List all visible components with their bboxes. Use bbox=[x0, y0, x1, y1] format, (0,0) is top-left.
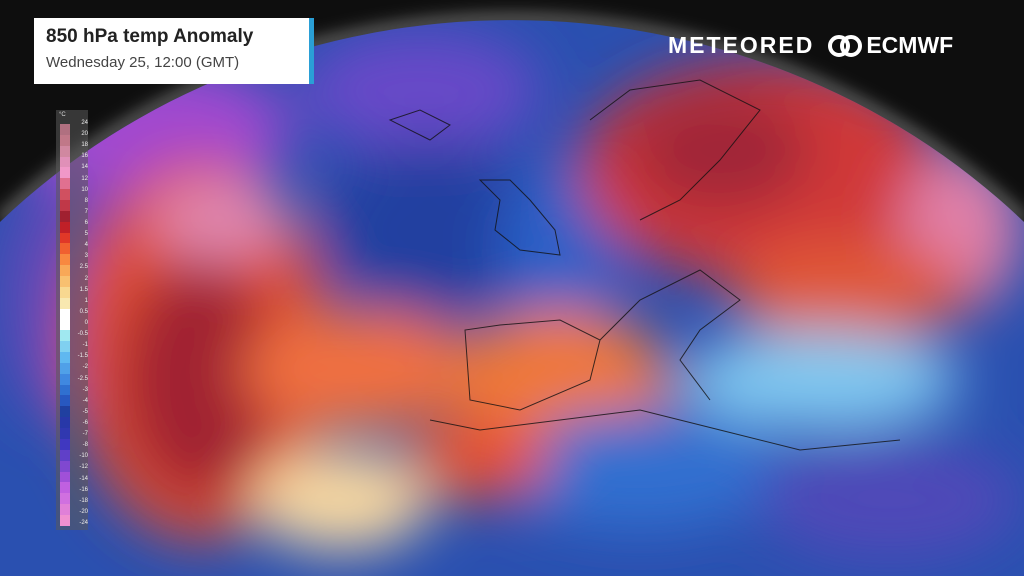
legend-label: 1.5 bbox=[79, 286, 88, 293]
ecmwf-logo: ECMWF bbox=[828, 32, 953, 59]
legend-swatch bbox=[60, 189, 70, 201]
legend-label: 3 bbox=[84, 253, 88, 260]
legend-swatch bbox=[60, 504, 70, 515]
legend-label: -7 bbox=[82, 431, 88, 438]
legend-label: -5 bbox=[82, 408, 88, 415]
ecmwf-text: ECMWF bbox=[866, 32, 954, 58]
legend-label: 18 bbox=[81, 142, 88, 149]
ecmwf-emblem-icon bbox=[828, 34, 863, 57]
legend-label: 24 bbox=[81, 120, 88, 126]
legend-swatch bbox=[60, 276, 70, 287]
legend-swatch bbox=[60, 308, 70, 320]
legend-label: 12 bbox=[81, 175, 88, 182]
legend-swatch bbox=[60, 210, 70, 222]
legend-swatch bbox=[60, 145, 70, 157]
legend-swatch bbox=[60, 232, 70, 244]
meteored-logo: METEORED bbox=[668, 32, 815, 58]
legend-swatch bbox=[60, 460, 70, 472]
legend-label: 10 bbox=[81, 186, 88, 193]
legend-label: -2 bbox=[82, 364, 88, 371]
legend-swatch bbox=[60, 124, 70, 135]
legend-label: -1 bbox=[82, 342, 88, 349]
legend-label: 7 bbox=[84, 208, 88, 215]
legend-label: 2 bbox=[84, 275, 88, 282]
legend-label: 20 bbox=[81, 131, 88, 138]
legend-swatch bbox=[60, 395, 70, 407]
legend-swatch bbox=[60, 319, 70, 331]
legend-label: 4 bbox=[84, 242, 88, 249]
legend-label: 14 bbox=[81, 164, 88, 171]
color-legend: °C 24 20 18 16 14 12 10 8 7 6 5 4 3 2.5 2 1.5 1 0.5 0 -0.5 -… bbox=[56, 110, 88, 530]
legend-unit: °C bbox=[59, 112, 66, 118]
legend-label: 16 bbox=[81, 153, 88, 160]
legend-swatch bbox=[60, 200, 70, 211]
legend-swatch bbox=[60, 286, 70, 298]
legend-color-bar bbox=[60, 124, 70, 526]
legend-label: -10 bbox=[79, 453, 88, 460]
legend-label: -3 bbox=[82, 386, 88, 393]
legend-labels: 24 20 18 16 14 12 10 8 7 6 5 4 3 2.5 2 1.5 1 0.5 0 -0.5 -1 -1… bbox=[72, 120, 88, 526]
legend-swatch bbox=[60, 406, 70, 418]
title-box: 850 hPa temp Anomaly Wednesday 25, 12:00… bbox=[34, 18, 314, 84]
legend-swatch bbox=[60, 243, 70, 255]
legend-label: 2.5 bbox=[79, 264, 88, 271]
legend-label: 8 bbox=[84, 197, 88, 204]
legend-swatch bbox=[60, 384, 70, 396]
legend-swatch bbox=[60, 428, 70, 439]
legend-label: -16 bbox=[79, 486, 88, 493]
legend-swatch bbox=[60, 471, 70, 483]
legend-swatch bbox=[60, 449, 70, 461]
legend-label: -20 bbox=[79, 508, 88, 515]
legend-swatch bbox=[60, 417, 70, 429]
legend-swatch bbox=[60, 167, 70, 179]
legend-swatch bbox=[60, 254, 70, 266]
legend-swatch bbox=[60, 373, 70, 385]
legend-label: 5 bbox=[84, 231, 88, 238]
legend-label: -6 bbox=[82, 419, 88, 426]
legend-label: -2.5 bbox=[77, 375, 88, 382]
legend-swatch bbox=[60, 265, 70, 277]
map-title: 850 hPa temp Anomaly bbox=[46, 26, 254, 47]
legend-swatch bbox=[60, 352, 70, 363]
legend-label: -14 bbox=[79, 475, 88, 482]
legend-swatch bbox=[60, 514, 70, 526]
legend-swatch bbox=[60, 438, 70, 450]
legend-label: 1 bbox=[84, 297, 88, 304]
legend-label: 6 bbox=[84, 219, 88, 226]
legend-label: -18 bbox=[79, 497, 88, 504]
legend-label: -12 bbox=[79, 464, 88, 471]
legend-swatch bbox=[60, 221, 70, 233]
legend-swatch bbox=[60, 482, 70, 494]
legend-swatch bbox=[60, 178, 70, 190]
legend-label: -24 bbox=[79, 519, 88, 526]
map-timestamp: Wednesday 25, 12:00 (GMT) bbox=[46, 54, 240, 71]
legend-label: -0.5 bbox=[77, 331, 88, 338]
legend-swatch bbox=[60, 341, 70, 353]
legend-swatch bbox=[60, 493, 70, 505]
logos: METEORED ECMWF bbox=[668, 32, 953, 59]
legend-label: 0.5 bbox=[79, 308, 88, 315]
legend-swatch bbox=[60, 362, 70, 374]
legend-swatch bbox=[60, 297, 70, 309]
legend-label: -8 bbox=[82, 442, 88, 449]
legend-label: -1.5 bbox=[77, 353, 88, 360]
legend-label: 0 bbox=[84, 319, 88, 326]
legend-swatch bbox=[60, 134, 70, 146]
legend-swatch bbox=[60, 330, 70, 342]
legend-swatch bbox=[60, 156, 70, 168]
legend-label: -4 bbox=[82, 397, 88, 404]
